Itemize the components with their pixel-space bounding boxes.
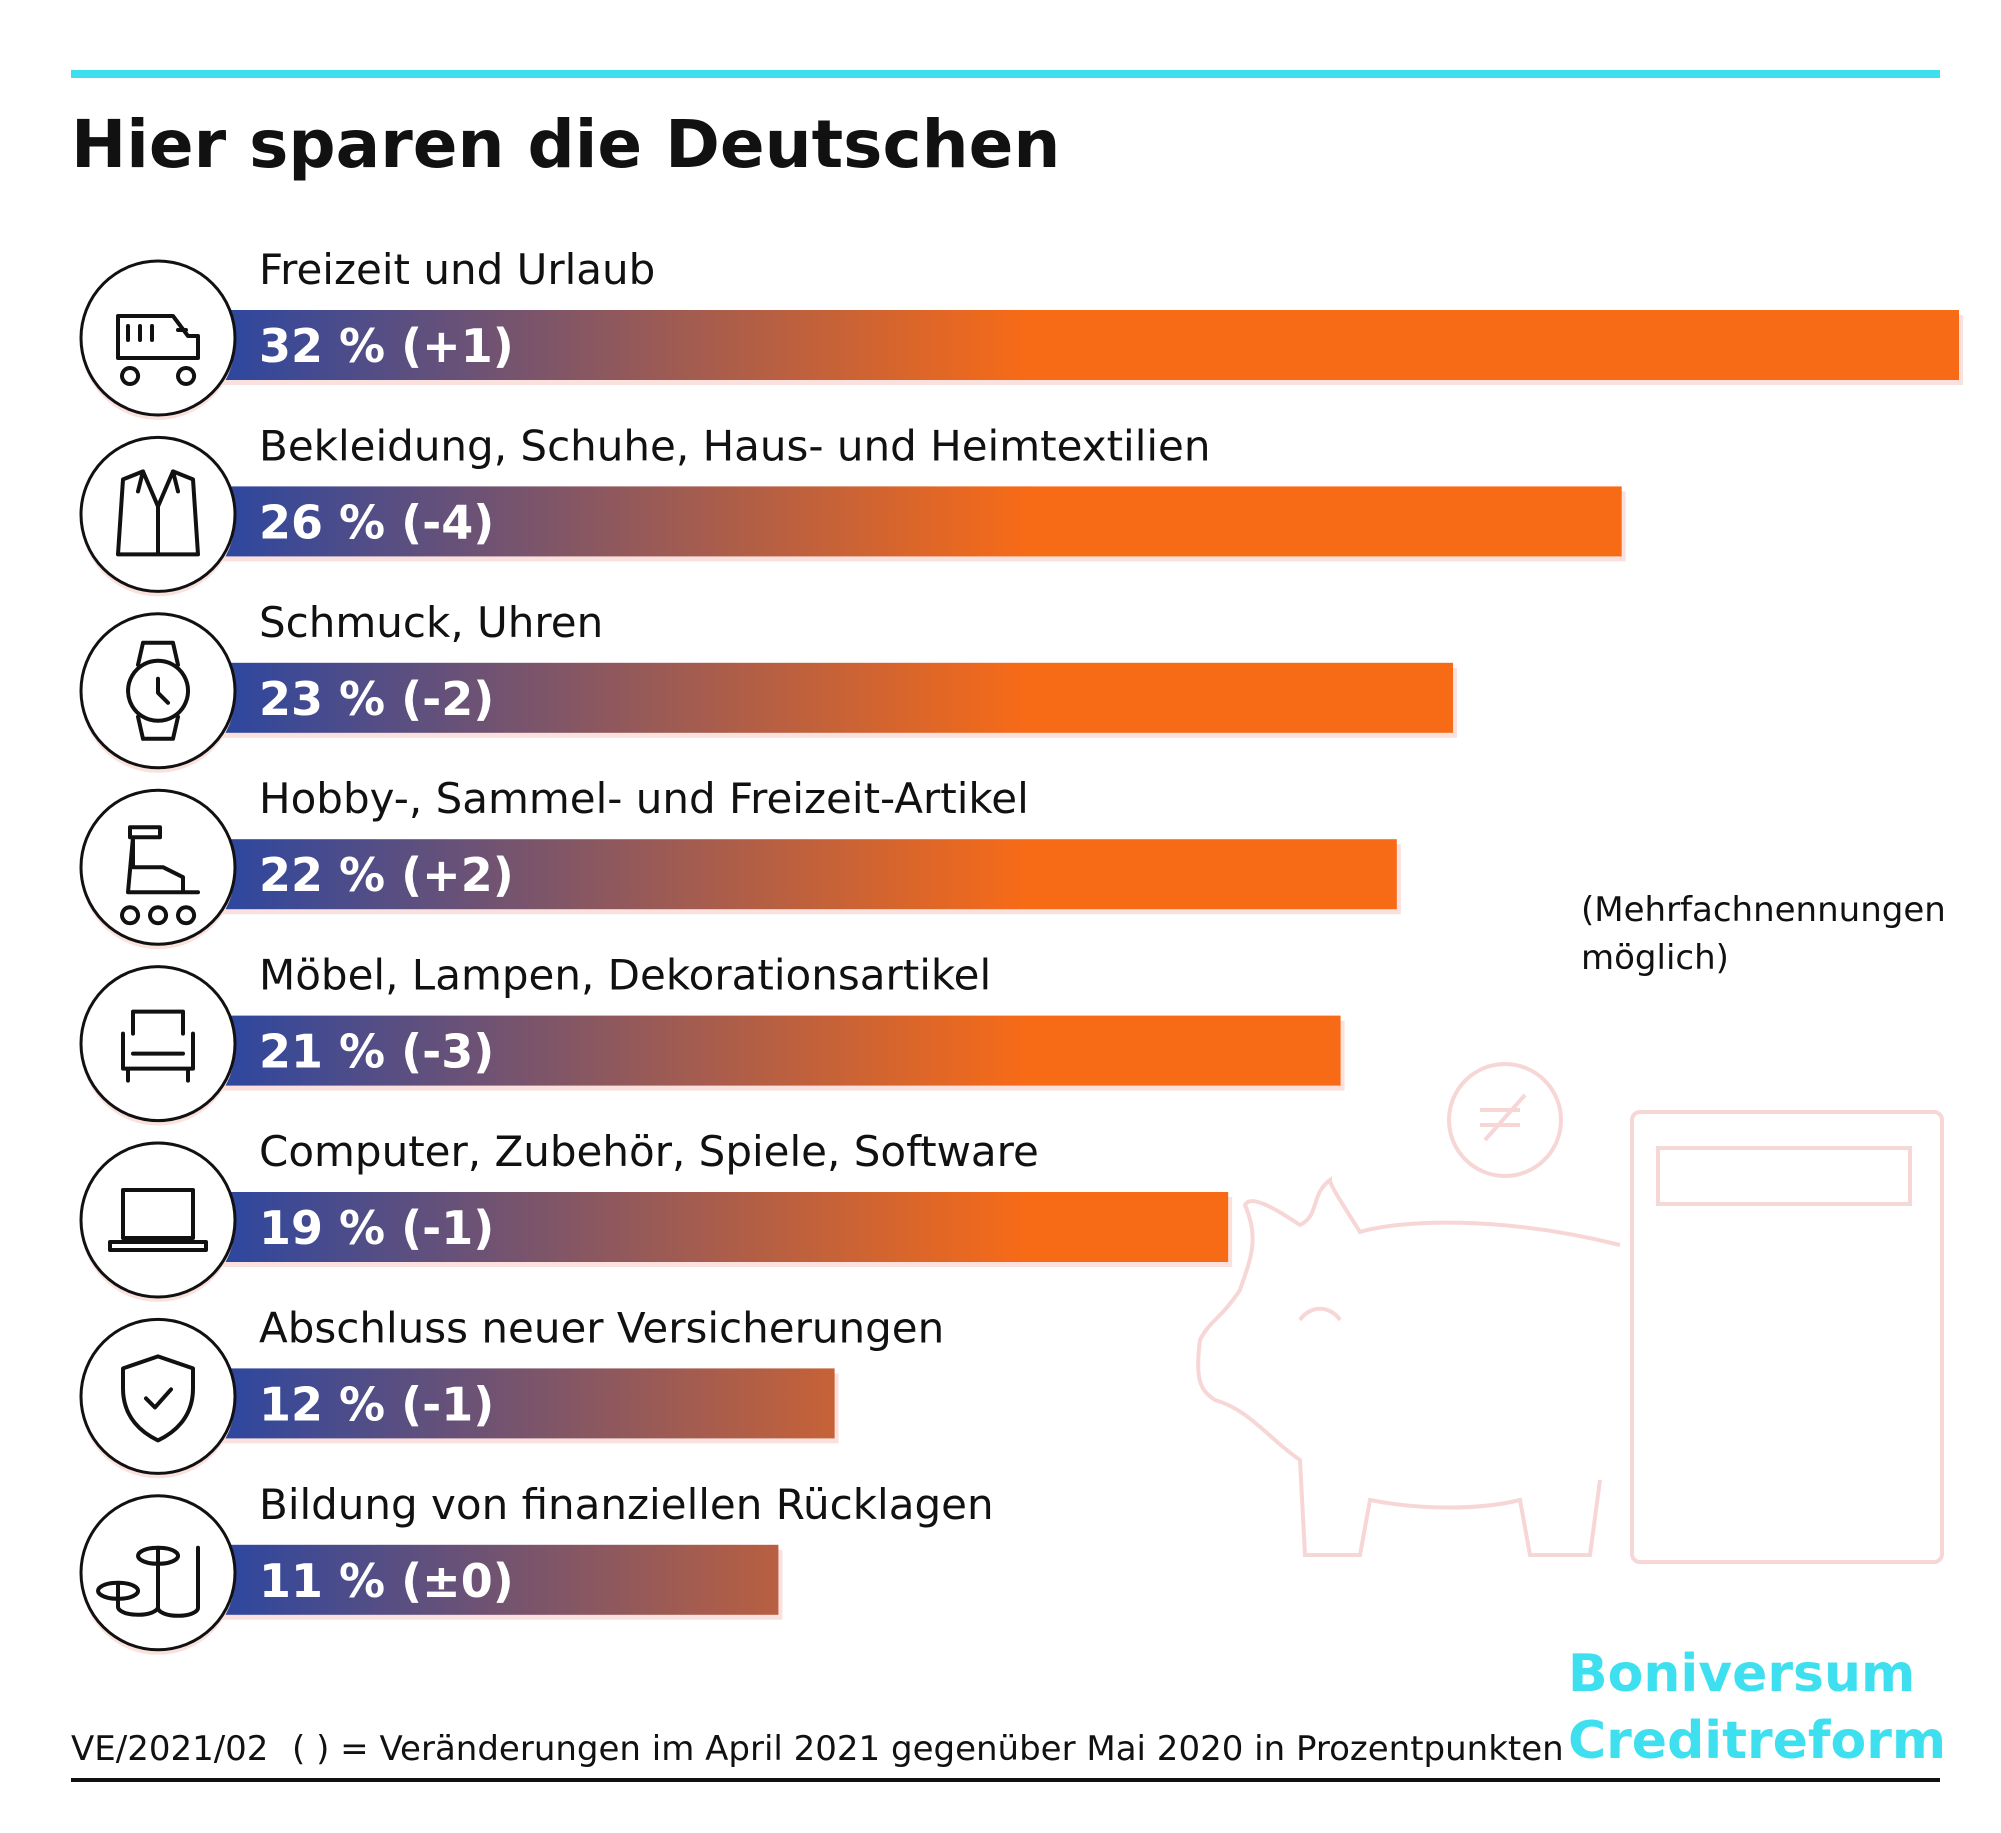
bar: [160, 1368, 835, 1439]
value-label: 19 % (-1): [259, 1201, 494, 1255]
value-label: 21 % (-3): [259, 1025, 494, 1079]
icon: [79, 965, 237, 1126]
value-label: 23 % (-2): [259, 672, 494, 726]
bar: [160, 310, 1959, 380]
note: (Mehrfachnennungen: [1581, 890, 1946, 930]
icon-circle: [79, 965, 237, 1123]
category-label: Abschluss neuer Versicherungen: [259, 1303, 944, 1352]
top-rule: [71, 70, 1940, 78]
bar: [160, 486, 1622, 557]
icon-glyph: [96, 1545, 200, 1618]
brand: Creditreform: [1568, 1711, 1946, 1771]
bar: [160, 1544, 779, 1615]
bar: [160, 1192, 1229, 1262]
value-label: 11 % (±0): [259, 1554, 514, 1608]
bar: [160, 839, 1397, 910]
category-label: Hobby-, Sammel- und Freizeit-Artikel: [259, 774, 1029, 823]
chart-title: Hier sparen die Deutschen: [71, 106, 1060, 183]
footnote: ( ) = Veränderungen im April 2021 gegenü…: [292, 1729, 1564, 1769]
bottom-rule: [71, 1778, 1940, 1782]
icon: [79, 1494, 237, 1655]
icon-glyph: [108, 1188, 208, 1252]
category-label: Möbel, Lampen, Dekorationsartikel: [259, 951, 991, 1000]
icon: [79, 1317, 237, 1479]
brand: Boniversum: [1568, 1644, 1915, 1704]
note: möglich): [1581, 938, 1729, 978]
value-label: 32 % (+1): [259, 319, 514, 373]
icon-circle: [79, 1141, 237, 1299]
bar: [160, 662, 1454, 733]
icon-glyph: [121, 1009, 195, 1083]
icon: [79, 435, 237, 597]
value-label: 22 % (+2): [259, 848, 514, 902]
icon-circle: [79, 1317, 237, 1475]
category-label: Schmuck, Uhren: [259, 598, 603, 647]
icon-glyph: [121, 1354, 195, 1443]
category-label: Bildung von finanziellen Rücklagen: [259, 1480, 994, 1529]
icon: [79, 612, 237, 773]
category-label: Bekleidung, Schuhe, Haus- und Heimtextil…: [259, 421, 1211, 470]
icon: [79, 788, 237, 950]
icon-circle: [79, 259, 237, 417]
category-label: Computer, Zubehör, Spiele, Software: [259, 1127, 1039, 1176]
bar: [160, 1015, 1341, 1086]
category-label: Freizeit und Urlaub: [259, 245, 655, 294]
icon-glyph: [116, 314, 200, 386]
icon-glyph: [120, 825, 200, 926]
source-code: VE/2021/02: [71, 1729, 268, 1769]
icon-glyph: [126, 640, 190, 741]
icon-glyph: [116, 469, 200, 557]
value-label: 26 % (-4): [259, 495, 494, 549]
background-illustration: [1196, 1062, 1944, 1564]
icon: [79, 1141, 237, 1302]
value-label: 12 % (-1): [259, 1377, 494, 1431]
icon: [79, 259, 237, 420]
